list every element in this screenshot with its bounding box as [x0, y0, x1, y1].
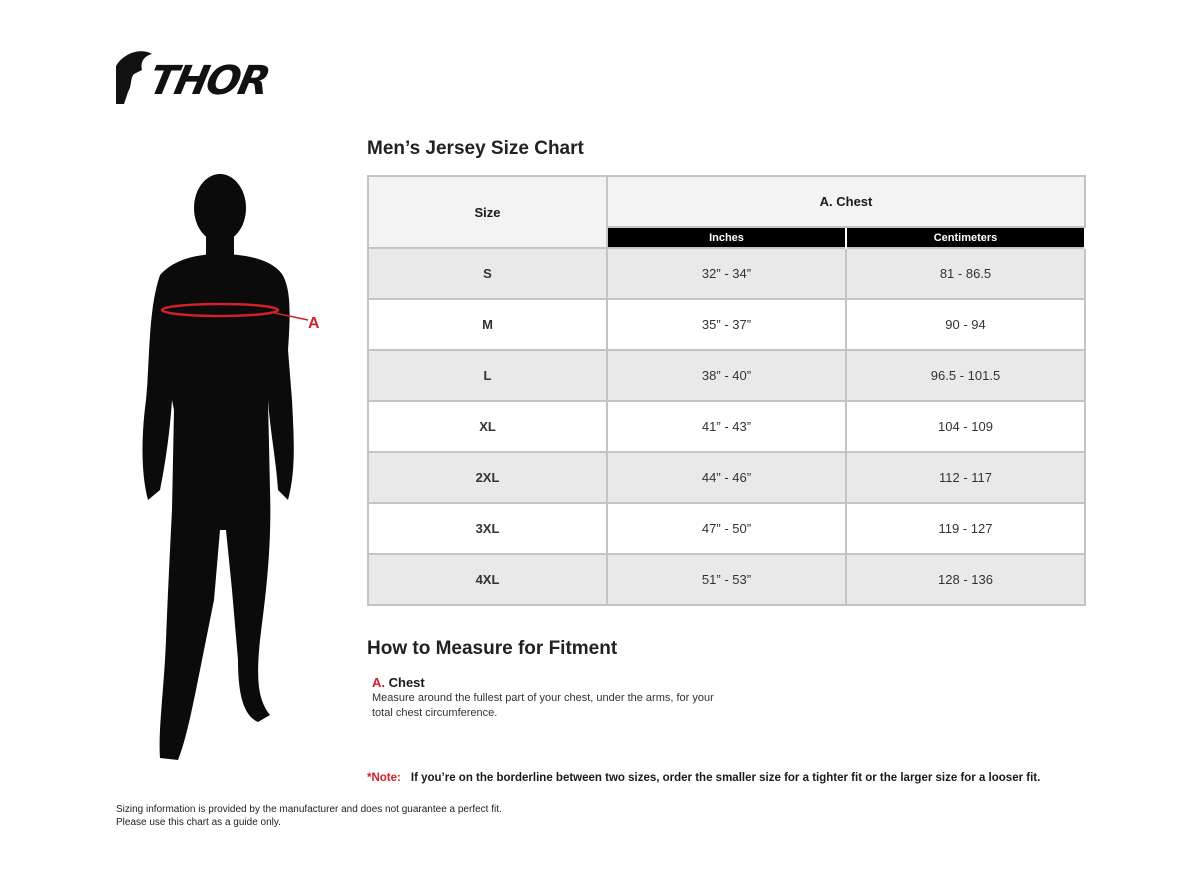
table-row: 3XL 47” - 50” 119 - 127 [367, 502, 1086, 555]
inches-cell: 47” - 50” [606, 502, 847, 555]
size-cell: M [367, 298, 608, 351]
size-cell: L [367, 349, 608, 402]
thor-logo: THOR [114, 48, 289, 108]
note: *Note: If you’re on the borderline betwee… [367, 772, 1040, 784]
size-cell: 2XL [367, 451, 608, 504]
size-header: Size [367, 175, 608, 249]
cm-header: Centimeters [845, 227, 1086, 248]
body-silhouette: A [142, 174, 320, 760]
note-text: If you’re on the borderline between two … [410, 772, 1041, 784]
cm-cell: 96.5 - 101.5 [845, 349, 1086, 402]
cm-cell: 90 - 94 [845, 298, 1086, 351]
table-row: M 35” - 37” 90 - 94 [367, 298, 1086, 351]
cm-cell: 128 - 136 [845, 553, 1086, 606]
note-label: *Note: [367, 772, 401, 784]
table-row: XL 41” - 43” 104 - 109 [367, 400, 1086, 453]
helmet-icon [116, 51, 152, 104]
inches-cell: 32” - 34” [606, 247, 847, 300]
inches-cell: 51” - 53” [606, 553, 847, 606]
table-row: 4XL 51” - 53” 128 - 136 [367, 553, 1086, 606]
cm-cell: 112 - 117 [845, 451, 1086, 504]
disclaimer: Sizing information is provided by the ma… [116, 804, 502, 828]
table-row: L 38” - 40” 96.5 - 101.5 [367, 349, 1086, 402]
chart-title: Men’s Jersey Size Chart [367, 138, 584, 159]
inches-header: Inches [606, 227, 847, 248]
size-table: Size A. Chest Inches Centimeters S 32” - … [367, 175, 1086, 606]
cm-cell: 104 - 109 [845, 400, 1086, 453]
size-cell: 3XL [367, 502, 608, 555]
measure-item-heading: A. Chest [372, 675, 425, 690]
marker-label: A [308, 315, 320, 332]
size-cell: S [367, 247, 608, 300]
inches-cell: 35” - 37” [606, 298, 847, 351]
howto-title: How to Measure for Fitment [367, 638, 618, 659]
table-row: S 32” - 34” 81 - 86.5 [367, 247, 1086, 300]
inches-cell: 44” - 46” [606, 451, 847, 504]
chest-header: A. Chest [606, 175, 1086, 228]
table-row: 2XL 44” - 46” 112 - 117 [367, 451, 1086, 504]
cm-cell: 81 - 86.5 [845, 247, 1086, 300]
cm-cell: 119 - 127 [845, 502, 1086, 555]
inches-cell: 38” - 40” [606, 349, 847, 402]
measure-item-description: Measure around the fullest part of your … [372, 692, 714, 719]
size-cell: 4XL [367, 553, 608, 606]
size-cell: XL [367, 400, 608, 453]
inches-cell: 41” - 43” [606, 400, 847, 453]
